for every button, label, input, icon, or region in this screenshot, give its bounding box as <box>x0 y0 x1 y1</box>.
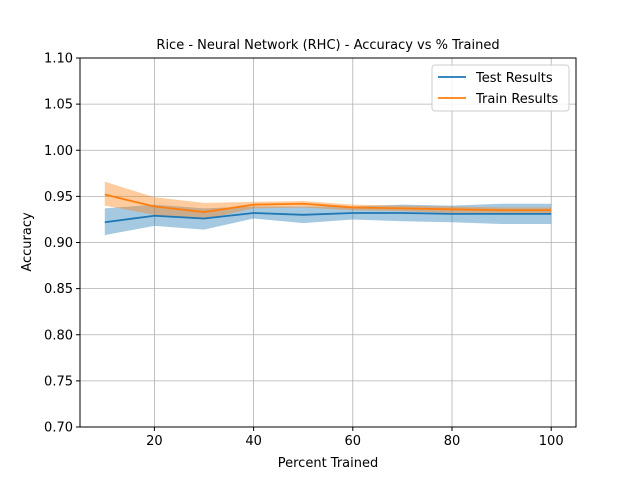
legend-box <box>431 64 570 112</box>
legend-label-train-results: Train Results <box>475 92 558 107</box>
y-axis-ticks: 0.70 0.75 0.80 0.85 0.90 0.95 1.00 1.05 1.10 <box>44 52 80 436</box>
series-lines <box>104 193 552 224</box>
x-tick-label: 60 <box>345 434 362 449</box>
y-tick-label: 1.05 <box>44 98 73 113</box>
legend: Test Results Train Results <box>431 64 570 112</box>
y-tick-label: 0.75 <box>44 374 73 389</box>
train-results-line <box>104 193 552 213</box>
y-tick-label: 1.00 <box>44 144 73 159</box>
y-tick-label: 0.85 <box>44 282 73 297</box>
y-tick-label: 1.10 <box>44 52 73 67</box>
x-tick-label: 100 <box>539 434 564 449</box>
y-tick-label: 0.95 <box>44 190 73 205</box>
x-axis-ticks: 20 40 60 80 100 <box>146 427 564 449</box>
y-tick-label: 0.80 <box>44 328 73 343</box>
x-tick-label: 80 <box>444 434 461 449</box>
y-tick-label: 0.90 <box>44 236 73 251</box>
y-axis-label: Accuracy <box>20 212 35 272</box>
test-results-band <box>104 203 552 236</box>
legend-label-test-results: Test Results <box>475 71 553 86</box>
x-tick-label: 20 <box>146 434 163 449</box>
chart-title: Rice - Neural Network (RHC) - Accuracy v… <box>156 38 499 53</box>
test-results-line <box>104 212 552 224</box>
x-axis-label: Percent Trained <box>278 456 379 471</box>
y-tick-label: 0.70 <box>44 421 73 436</box>
x-tick-label: 40 <box>245 434 262 449</box>
